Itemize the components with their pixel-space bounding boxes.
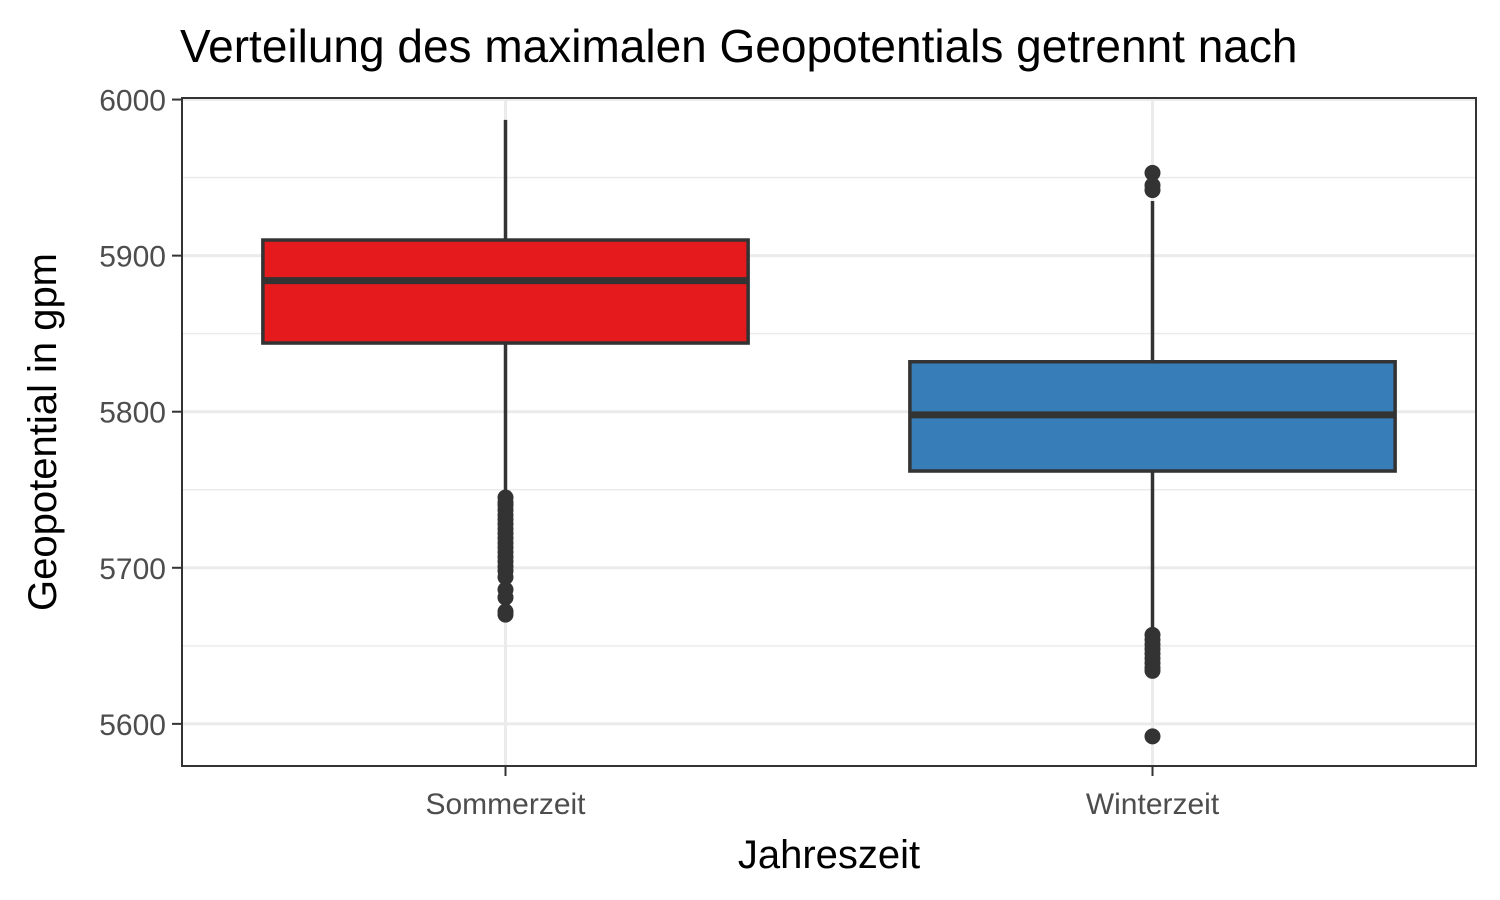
outlier-point bbox=[1144, 182, 1161, 199]
outlier-point bbox=[497, 569, 514, 586]
y-tick-label: 6000 bbox=[99, 85, 166, 118]
box-sommerzeit bbox=[261, 119, 750, 623]
box-winterzeit bbox=[908, 164, 1397, 745]
outlier-point bbox=[1144, 728, 1161, 745]
x-axis-title: Jahreszeit bbox=[738, 833, 920, 877]
x-tick-label: Sommerzeit bbox=[425, 788, 586, 821]
plot-panel bbox=[181, 97, 1477, 767]
outlier-point bbox=[1144, 164, 1161, 181]
axis-ticks: 5600 5700 5800 5900 6000 Sommerzeit Winterzeit bbox=[99, 85, 1220, 821]
y-axis-title: Geopotential in gpm bbox=[21, 253, 65, 611]
y-tick-label: 5700 bbox=[99, 553, 166, 586]
chart-title: Verteilung des maximalen Geopotentials g… bbox=[180, 20, 1297, 72]
y-tick-label: 5600 bbox=[99, 709, 166, 742]
boxes bbox=[261, 119, 1397, 745]
y-tick-label: 5900 bbox=[99, 241, 166, 274]
outlier-point bbox=[1144, 662, 1161, 679]
outlier-point bbox=[497, 589, 514, 606]
box-iqr bbox=[261, 238, 750, 345]
outlier-point bbox=[497, 606, 514, 623]
y-tick-label: 5800 bbox=[99, 397, 166, 430]
x-tick-label: Winterzeit bbox=[1086, 788, 1220, 821]
